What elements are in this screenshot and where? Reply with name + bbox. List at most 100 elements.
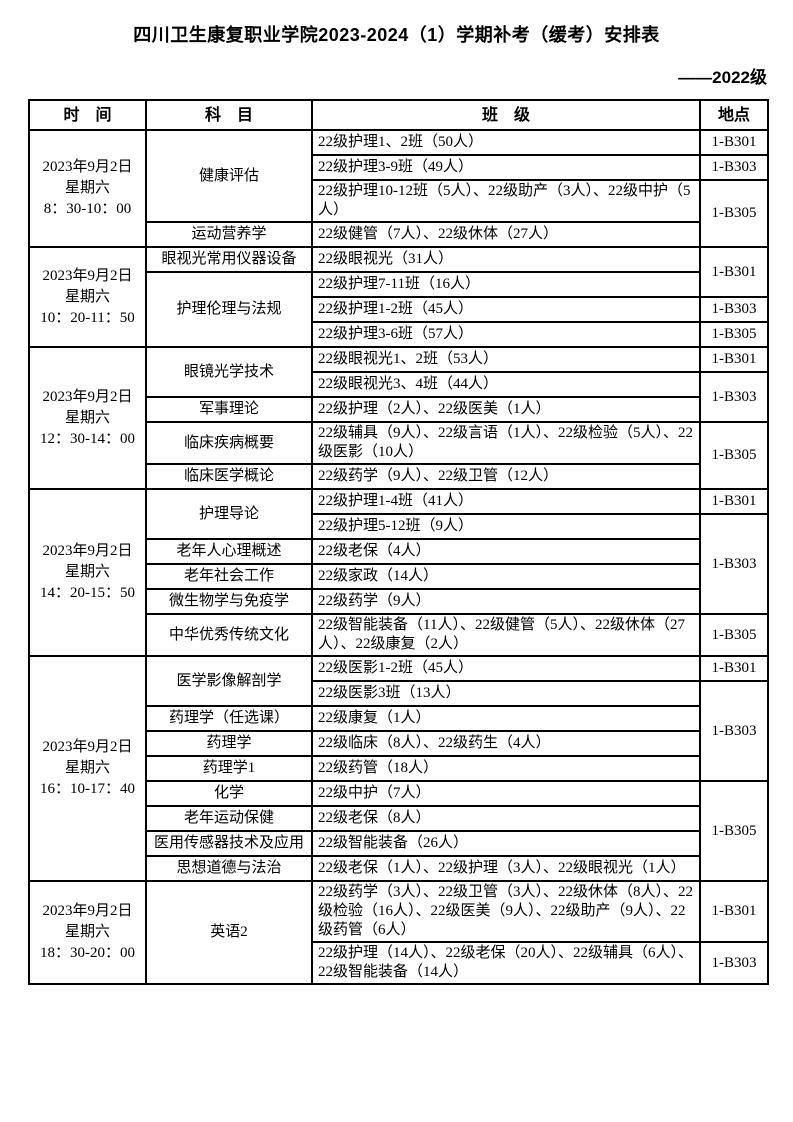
time-date: 2023年9月2日 [42,739,133,755]
subject-cell: 护理伦理与法规 [145,271,313,348]
time-period: 10：20-11：50 [40,309,135,326]
table-row: 22级眼视光3、4班（44人） 1-B303 [29,371,769,423]
location-cell: 1-B301 [699,346,769,373]
time-date: 2023年9月2日 [42,388,133,405]
class-cell: 22级老保（1人）、22级护理（3人）、22级眼视光（1人） [311,855,701,882]
header-row: 时 间 科 目 班 级 地点 [28,99,769,131]
class-cell: 22级护理10-12班（5人）、22级助产（3人）、22级中护（5人） [311,179,701,223]
class-cell: 22级护理3-9班（49人） [311,154,701,181]
page-title: 四川卫生康复职业学院2023-2024（1）学期补考（缓考）安排表 [133,25,660,45]
location-cell: 1-B303 [699,513,769,615]
time-weekday: 星期六 [64,409,110,426]
time-cell: 2023年9月2日 星期六 8：30-10：00 [28,129,147,248]
time-weekday: 星期六 [64,288,110,305]
time-period: 14：20-15：50 [40,585,135,601]
class-cell: 22级护理3-6班（57人） [311,321,701,348]
table-row: 医用传感器技术及应用 22级智能装备（26人） [29,830,768,857]
class-cell: 22级临床（8人）、22级药生（4人） [311,730,701,757]
location-cell: 1-B301 [699,488,769,515]
table-row: 老年人心理概述 22级老保（4人） [29,538,768,565]
time-cell: 2023年9月2日 星期六 14：20-15：50 [28,488,147,657]
table-row: 2023年9月2日 星期六 16：10-17：40 医学影像解剖学 22级医影1… [28,655,769,882]
header-subject: 科 目 [145,99,313,131]
location-cell: 1-B303 [699,154,769,181]
location-cell: 1-B301 [699,129,769,156]
table-row: 老年社会工作 22级家政（14人） [29,563,768,590]
location-cell: 1-B305 [699,321,769,348]
subject-cell: 药理学 [145,730,313,757]
subject-cell: 思想道德与法治 [145,855,313,882]
class-cell: 22级眼视光（31人） [311,246,701,273]
class-cell: 22级医影3班（13人） [311,680,701,707]
class-cell: 22级护理（2人）、22级医美（1人） [311,396,701,423]
location-cell: 1-B303 [699,296,769,323]
location-cell: 1-B303 [699,371,769,423]
time-date: 2023年9月2日 [42,543,133,559]
cohort-label: ——2022级 [678,68,767,87]
subject-cell: 微生物学与免疫学 [145,588,313,615]
class-cell: 22级中护（7人） [311,780,701,807]
subject-cell: 中华优秀传统文化 [145,613,313,657]
table-row: 微生物学与免疫学 22级药学（9人） [29,588,768,615]
class-cell: 22级护理1、2班（50人） [311,129,701,156]
table-row: 军事理论 22级护理（2人）、22级医美（1人） [29,396,768,423]
table-row: 22级护理1-2班（45人） 1-B303 [29,296,769,323]
subject-cell: 眼镜光学技术 [145,346,313,398]
table-row: 老年运动保健 22级老保（8人） [29,805,768,832]
time-date: 2023年9月2日 [42,267,133,284]
table-row: 药理学 22级临床（8人）、22级药生（4人） [29,730,768,757]
header-location: 地点 [699,99,769,131]
class-cell: 22级老保（8人） [311,805,701,832]
subject-cell: 医用传感器技术及应用 [145,830,313,857]
class-cell: 22级护理7-11班（16人） [311,271,701,298]
class-cell: 22级医影1-2班（45人） [311,655,701,682]
class-cell: 22级健管（7人）、22级休体（27人） [311,221,701,248]
class-cell: 22级眼视光3、4班（44人） [311,371,701,398]
subject-cell: 药理学（任选课） [145,705,313,732]
time-period: 8：30-10：00 [43,201,132,217]
subject-cell: 临床医学概论 [145,463,313,490]
class-cell: 22级老保（4人） [311,538,701,565]
class-cell: 22级护理（14人）、22级老保（20人）、22级辅具（6人）、22级智能装备（… [311,941,701,985]
table-row: 22级护理（14人）、22级老保（20人）、22级辅具（6人）、22级智能装备（… [29,941,769,985]
table-row: 药理学（任选课） 22级康复（1人） [29,705,768,732]
subject-cell: 健康评估 [145,129,313,223]
class-cell: 22级康复（1人） [311,705,701,732]
subject-cell: 老年运动保健 [145,805,313,832]
location-cell: 1-B305 [699,780,769,882]
location-cell: 1-B305 [699,613,769,657]
time-date: 2023年9月2日 [42,903,133,919]
location-cell: 1-B303 [699,941,769,985]
time-weekday: 星期六 [64,564,110,580]
class-cell: 22级智能装备（11人）、22级健管（5人）、22级休体（27人）、22级康复（… [311,613,701,657]
table-row: 临床医学概论 22级药学（9人）、22级卫管（12人） [29,463,768,490]
time-period: 18：30-20：00 [40,945,135,961]
time-weekday: 星期六 [64,180,110,196]
subject-cell: 英语2 [145,880,313,985]
table-row: 2023年9月2日 星期六 8：30-10：00 健康评估 22级护理1、2班（… [28,129,769,248]
table-row: 22级护理3-6班（57人） 1-B305 [29,321,769,348]
table-row: 2023年9月2日 星期六 12：30-14：00 眼镜光学技术 22级眼视光1… [28,346,769,490]
table-row: 22级护理3-9班（49人） 1-B303 [29,154,769,181]
subject-cell: 药理学1 [145,755,313,782]
class-cell: 22级家政（14人） [311,563,701,590]
table-row: 药理学1 22级药管（18人） [29,755,768,782]
table-row: 临床疾病概要 22级辅具（9人）、22级言语（1人）、22级检验（5人）、22级… [29,421,769,490]
time-date: 2023年9月2日 [42,159,133,175]
time-period: 12：30-14：00 [40,430,135,447]
header-time: 时 间 [28,99,147,131]
time-weekday: 星期六 [64,760,110,776]
exam-schedule-table: 时 间 科 目 班 级 地点 2023年9月2日 星期六 8：30-10：00 … [28,99,769,985]
location-cell: 1-B303 [699,680,769,782]
table-row: 2023年9月2日 星期六 14：20-15：50 护理导论 22级护理1-4班… [28,488,769,657]
class-cell: 22级护理1-4班（41人） [311,488,701,515]
table-row: 思想道德与法治 22级老保（1人）、22级护理（3人）、22级眼视光（1人） [29,855,768,882]
subject-cell: 临床疾病概要 [145,421,313,465]
class-cell: 22级药学（9人）、22级卫管（12人） [311,463,701,490]
class-cell: 22级辅具（9人）、22级言语（1人）、22级检验（5人）、22级医影（10人） [311,421,701,465]
location-cell: 1-B301 [699,655,769,682]
table-row: 化学 22级中护（7人） 1-B305 [29,780,769,882]
subject-cell: 医学影像解剖学 [145,655,313,707]
subject-cell: 老年社会工作 [145,563,313,590]
subject-cell: 运动营养学 [145,221,313,248]
